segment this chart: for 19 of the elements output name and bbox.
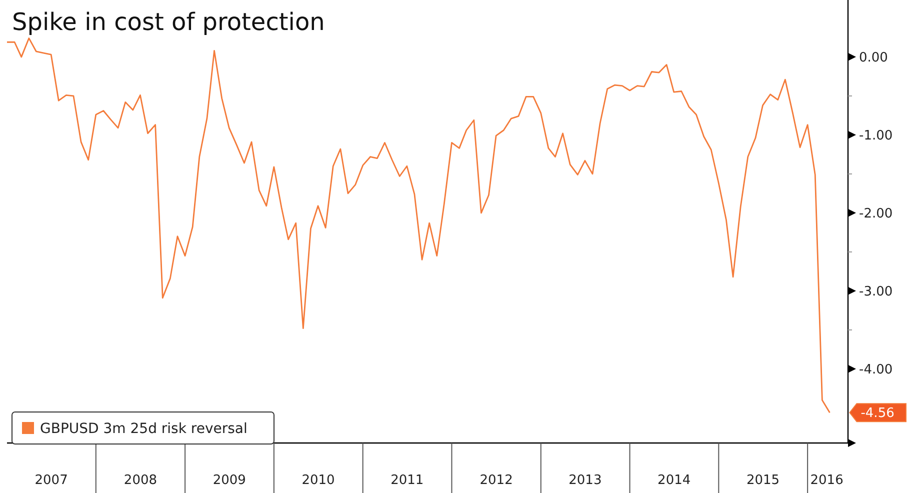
x-tick-label: 2009 xyxy=(212,473,246,488)
legend-label: GBPUSD 3m 25d risk reversal xyxy=(40,420,248,437)
x-tick-label: 2007 xyxy=(34,473,68,488)
x-tick-label: 2008 xyxy=(124,473,158,488)
x-tick-label: 2015 xyxy=(746,473,780,488)
x-tick-label: 2016 xyxy=(810,473,844,488)
chart-title: Spike in cost of protection xyxy=(12,8,325,36)
line-series xyxy=(6,38,830,414)
x-tick-label: 2010 xyxy=(302,473,335,488)
y-tick-label: -2.00 xyxy=(859,206,893,222)
x-tick-label: 2012 xyxy=(480,473,513,488)
y-tick-label: -1.00 xyxy=(859,128,893,144)
x-tick-label: 2013 xyxy=(568,473,602,488)
y-tick-label: -4.00 xyxy=(859,362,893,378)
x-tick-label: 2014 xyxy=(658,473,691,488)
y-tick-label: -3.00 xyxy=(859,284,893,300)
x-tick-label: 2011 xyxy=(390,473,424,488)
annotation: -4.56 xyxy=(860,406,894,422)
y-tick-label: 0.00 xyxy=(859,50,888,66)
